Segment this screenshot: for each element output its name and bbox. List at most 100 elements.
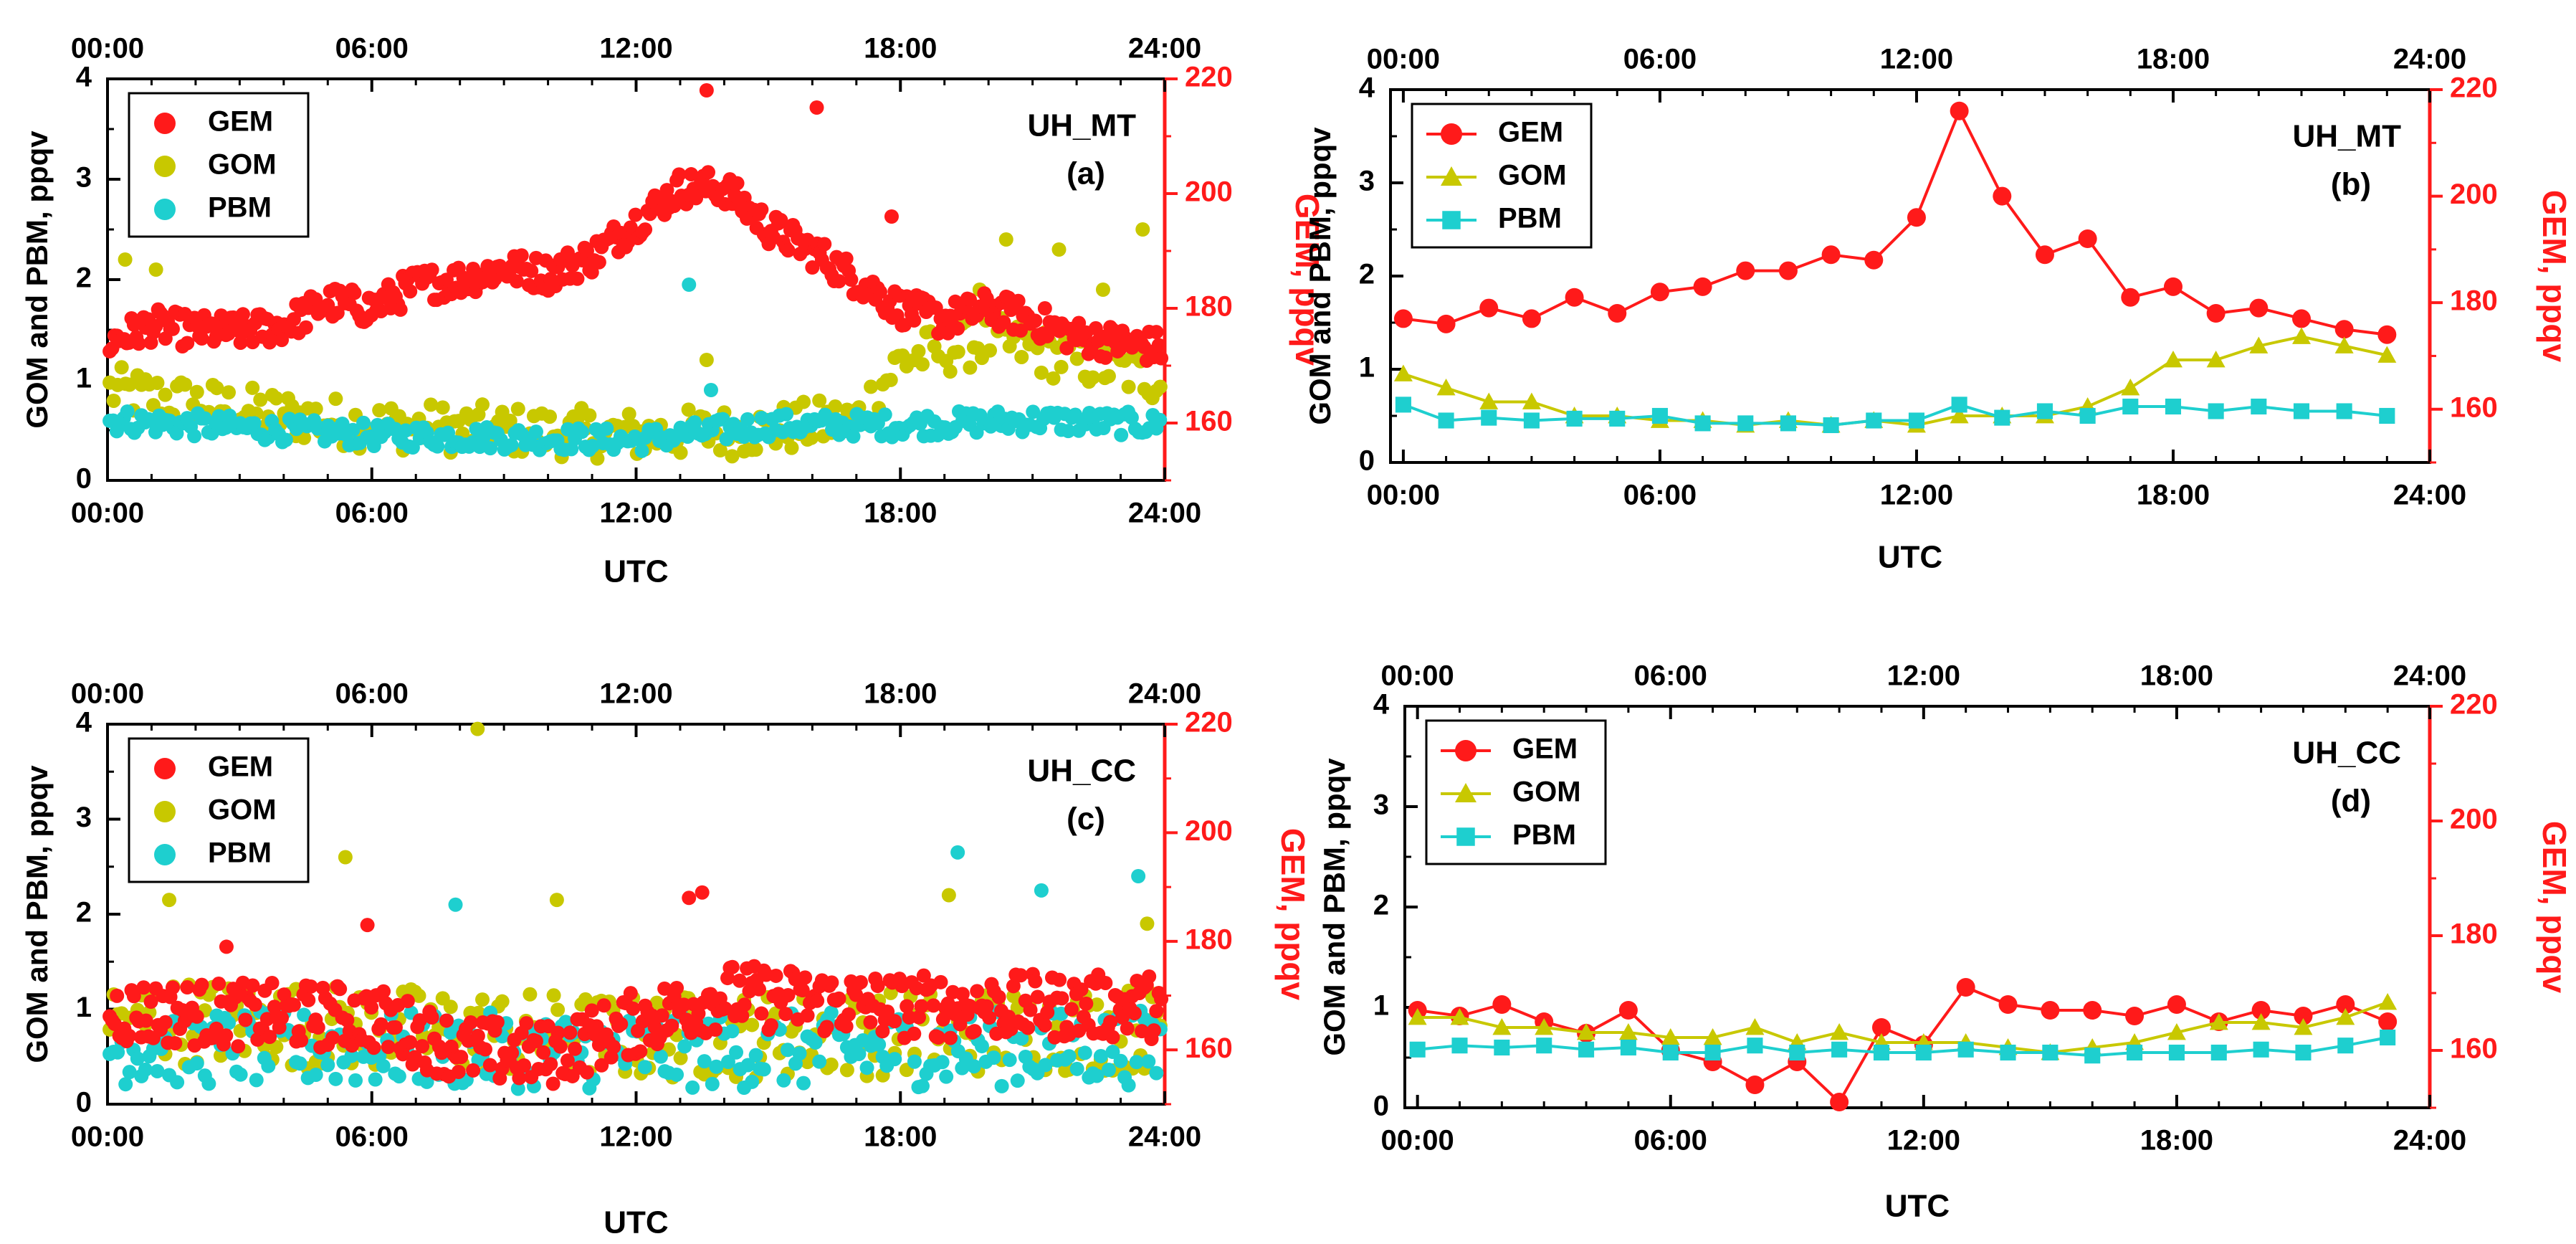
data-point-gem [1146, 1023, 1161, 1038]
data-point-gem [403, 1035, 418, 1050]
data-point-pbm [2168, 1044, 2185, 1061]
data-point-gem [1154, 992, 1169, 1007]
data-point-gem [682, 891, 697, 906]
data-point-gem [579, 1065, 594, 1080]
data-point-pbm [187, 429, 202, 444]
data-point-gem [907, 313, 922, 328]
data-point-pbm [1014, 1031, 1029, 1046]
data-point-pbm [130, 1051, 145, 1066]
data-point-pbm [2036, 403, 2053, 419]
data-point-gom [578, 992, 593, 1007]
data-point-gom [1745, 1018, 1765, 1035]
data-point-gem [943, 1030, 958, 1045]
legend-marker-gem [154, 113, 176, 134]
x-tick-label-bottom: 12:00 [1880, 480, 1953, 511]
data-point-gom [328, 391, 343, 407]
data-point-gem [633, 1044, 648, 1059]
data-point-gem [1479, 298, 1499, 318]
data-point-gem [664, 1018, 679, 1033]
x-tick-label-top: 12:00 [599, 678, 672, 710]
data-point-gem [536, 1045, 551, 1060]
y-tick-label-right: 180 [2450, 285, 2498, 317]
y-tick-label-right: 200 [2450, 804, 2498, 835]
data-point-gem [505, 1045, 520, 1060]
data-point-gem [470, 1028, 485, 1043]
series-gem [102, 83, 1169, 369]
x-tick-label-bottom: 18:00 [864, 498, 937, 529]
data-point-gom [1661, 1028, 1680, 1045]
data-point-gem [591, 255, 606, 270]
data-point-pbm [779, 407, 794, 422]
data-point-gem [967, 1024, 982, 1039]
data-point-pbm [335, 417, 350, 432]
data-point-gem [2041, 1001, 2060, 1020]
data-point-gem [875, 1024, 890, 1039]
data-point-gom [178, 377, 193, 392]
data-point-gem [247, 997, 262, 1012]
panel-b: 00:00 00:00 06:00 06:00 12:00 12:00 18:00 18:00… [1303, 44, 2573, 575]
data-point-gem [490, 1015, 505, 1030]
legend-marker-gom [154, 156, 176, 177]
data-point-gem [1064, 1002, 1079, 1017]
y-tick-label-left: 1 [76, 992, 92, 1023]
data-point-gem [817, 237, 832, 252]
data-point-pbm [740, 1058, 755, 1073]
data-point-pbm [740, 412, 755, 427]
legend-marker-pbm [154, 844, 176, 865]
y-tick-label-right: 180 [2450, 918, 2498, 950]
data-point-pbm [448, 897, 463, 912]
y-tick-label-right: 220 [2450, 689, 2498, 721]
data-point-pbm [685, 1080, 700, 1095]
data-point-gom [1095, 282, 1110, 297]
data-point-gem [563, 1025, 578, 1040]
data-point-pbm [233, 1067, 248, 1082]
series-gom [1393, 327, 2397, 433]
data-point-gem [1907, 208, 1926, 227]
data-point-pbm [1061, 424, 1076, 439]
data-point-pbm [1823, 417, 1839, 434]
legend-marker-pbm [1442, 211, 1461, 229]
data-point-pbm [504, 437, 519, 452]
data-point-pbm [687, 415, 702, 430]
data-point-gom [941, 888, 956, 903]
data-point-pbm [1494, 1039, 1510, 1056]
data-point-gem [1052, 972, 1067, 987]
data-point-gom [1703, 1028, 1722, 1045]
data-point-gem [931, 1030, 946, 1045]
data-point-gom [269, 391, 284, 406]
data-point-pbm [677, 1039, 692, 1054]
data-point-gem [626, 1001, 641, 1016]
data-point-gom [2249, 336, 2269, 353]
y-tick-label-left: 3 [1359, 166, 1375, 197]
data-point-gem [819, 1020, 834, 1035]
data-point-gem [628, 207, 643, 222]
y-tick-label-right: 200 [1185, 815, 1233, 847]
x-tick-label-bottom: 06:00 [1623, 480, 1697, 511]
x-tick-label-top: 12:00 [1887, 660, 1960, 692]
data-point-gem [388, 1020, 403, 1035]
data-point-pbm [1002, 1053, 1017, 1068]
data-point-gem [695, 885, 710, 900]
data-point-gem [1103, 1015, 1118, 1030]
data-point-gem [773, 212, 788, 227]
data-point-pbm [120, 404, 135, 419]
data-point-pbm [297, 1007, 312, 1022]
x-tick-label-bottom: 06:00 [335, 1121, 409, 1153]
data-point-gem [737, 997, 752, 1012]
data-point-gom [122, 377, 137, 392]
data-point-gom [699, 353, 714, 367]
data-point-pbm [1010, 1073, 1025, 1088]
data-point-gem [887, 1014, 902, 1029]
data-point-pbm [2253, 1041, 2269, 1058]
data-point-gom [1450, 1008, 1469, 1025]
data-point-gom [950, 344, 965, 359]
data-point-gem [110, 988, 125, 1003]
x-tick-label-top: 00:00 [1367, 44, 1440, 75]
x-tick-label-bottom: 12:00 [1887, 1125, 1960, 1157]
data-point-gem [1021, 1020, 1036, 1035]
data-point-gom [1408, 1008, 1427, 1025]
data-point-gem [143, 994, 158, 1010]
legend-label-gom: GOM [208, 149, 277, 181]
data-point-gem [1135, 1024, 1150, 1039]
data-point-gem [839, 251, 854, 266]
